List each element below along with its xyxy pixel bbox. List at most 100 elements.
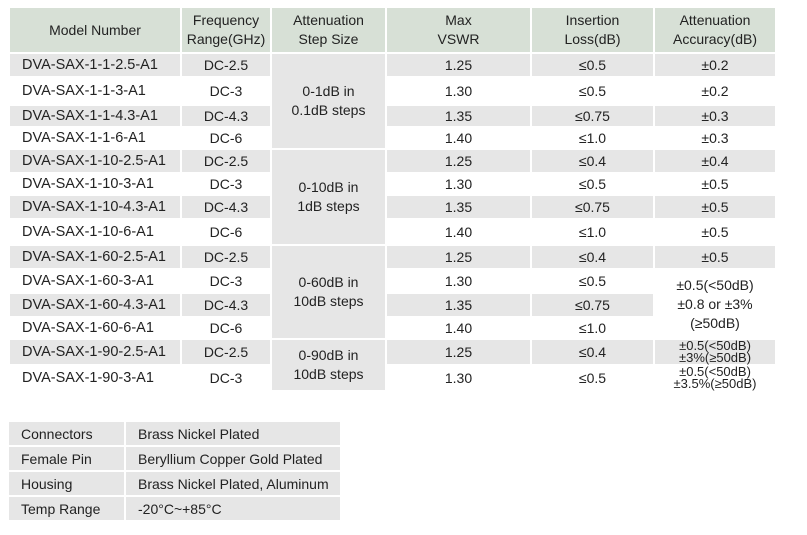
- insertion-loss: ≤0.5: [578, 370, 607, 386]
- header-row: Model Number Frequency Range(GHz) Attenua…: [10, 8, 775, 52]
- model-number: DVA-SAX-1-60-3-A1: [22, 273, 154, 289]
- insertion-loss: ≤1.0: [578, 320, 607, 336]
- max-vswr: 1.25: [387, 150, 530, 172]
- insertion-loss: ≤0.5: [578, 273, 607, 289]
- table-row: DVA-SAX-1-1-4.3-A1 DC-4.3 1.35 ≤0.75 ±0.3: [10, 106, 775, 126]
- insertion-loss: ≤1.0: [578, 224, 607, 240]
- model-number: DVA-SAX-1-1-4.3-A1: [10, 106, 180, 126]
- attenuation-accuracy: ±0.5: [655, 246, 775, 268]
- frequency-range: DC-3: [209, 83, 243, 99]
- model-number: DVA-SAX-1-10-4.3-A1: [10, 196, 180, 218]
- insertion-loss: ≤0.4: [532, 340, 653, 364]
- table-row: DVA-SAX-1-10-2.5-A1 DC-2.5 0-10dB in 1dB st…: [10, 150, 775, 244]
- max-vswr: 1.30: [444, 273, 473, 289]
- max-vswr: 1.40: [444, 320, 473, 336]
- model-number: DVA-SAX-1-1-6-A1: [22, 130, 146, 146]
- header-vswr: Max VSWR: [387, 8, 530, 52]
- attenuation-accuracy: ±0.5(<50dB) ±3.5%(≥50dB): [673, 364, 757, 391]
- insertion-loss: ≤0.5: [578, 83, 607, 99]
- material-row: Female Pin Beryllium Copper Gold Plated: [9, 447, 340, 470]
- frequency-range: DC-3: [209, 273, 243, 289]
- max-vswr: 1.30: [444, 83, 473, 99]
- material-value: Brass Nickel Plated: [126, 422, 340, 445]
- material-label: Temp Range: [9, 497, 124, 520]
- materials-table: Connectors Brass Nickel Plated Female Pin B…: [7, 420, 342, 522]
- max-vswr: 1.25: [387, 340, 530, 364]
- frequency-range: DC-6: [209, 320, 243, 336]
- material-row: Connectors Brass Nickel Plated: [9, 422, 340, 445]
- insertion-loss: ≤0.75: [532, 106, 653, 126]
- model-number: DVA-SAX-1-90-2.5-A1: [10, 340, 180, 364]
- max-vswr: 1.35: [387, 106, 530, 126]
- max-vswr: 1.35: [387, 294, 530, 316]
- specifications-table: Model Number Frequency Range(GHz) Attenua…: [8, 6, 777, 392]
- table-row: DVA-SAX-1-90-3-A1 DC-3 1.30 ≤0.5 ±0.5(<50dB)…: [10, 364, 775, 391]
- header-frequency: Frequency Range(GHz): [182, 8, 270, 52]
- step-size: 0-60dB in 10dB steps: [272, 246, 385, 338]
- header-model: Model Number: [10, 8, 180, 52]
- step-size: 0-1dB in 0.1dB steps: [272, 54, 385, 148]
- material-label: Female Pin: [9, 447, 124, 470]
- material-label: Connectors: [9, 422, 124, 445]
- frequency-range: DC-3: [209, 370, 243, 386]
- frequency-range: DC-4.3: [182, 196, 270, 218]
- attenuation-accuracy: ±0.3: [655, 106, 775, 126]
- header-accuracy: Attenuation Accuracy(dB): [655, 8, 775, 52]
- model-number: DVA-SAX-1-60-6-A1: [22, 320, 154, 336]
- table-row: DVA-SAX-1-60-4.3-A1 DC-4.3 1.35 ≤0.75: [10, 294, 775, 316]
- frequency-range: DC-4.3: [182, 106, 270, 126]
- frequency-range: DC-2.5: [182, 340, 270, 364]
- material-value: Beryllium Copper Gold Plated: [126, 447, 340, 470]
- model-number: DVA-SAX-1-1-2.5-A1: [10, 54, 180, 76]
- material-value: Brass Nickel Plated, Aluminum: [126, 472, 340, 495]
- attenuation-accuracy: ±0.2: [701, 83, 729, 99]
- frequency-range: DC-3: [209, 176, 243, 192]
- frequency-range: DC-6: [209, 224, 243, 240]
- table-row: DVA-SAX-1-10-6-A1 DC-6 1.40 ≤1.0 ±0.5: [10, 220, 775, 244]
- frequency-range: DC-2.5: [182, 54, 270, 76]
- material-row: Temp Range -20°C~+85°C: [9, 497, 340, 520]
- attenuation-accuracy: ±0.2: [655, 54, 775, 76]
- table-row: DVA-SAX-1-60-3-A1 DC-3 1.30 ≤0.5 ±0.5(<50dB)…: [10, 270, 775, 331]
- attenuation-accuracy: ±0.5: [701, 224, 729, 240]
- frequency-range: DC-2.5: [182, 150, 270, 172]
- table-row: DVA-SAX-1-1-6-A1 DC-6 1.40 ≤1.0 ±0.3: [10, 128, 775, 148]
- insertion-loss: ≤1.0: [578, 130, 607, 146]
- frequency-range: DC-4.3: [182, 294, 270, 316]
- table-row: DVA-SAX-1-1-3-A1 DC-3 1.30 ≤0.5 ±0.2: [10, 78, 775, 104]
- table-row: DVA-SAX-1-10-4.3-A1 DC-4.3 1.35 ≤0.75 ±0.5: [10, 196, 775, 218]
- max-vswr: 1.25: [387, 54, 530, 76]
- max-vswr: 1.40: [444, 224, 473, 240]
- attenuation-accuracy: ±0.5: [655, 196, 775, 218]
- attenuation-accuracy: ±0.3: [701, 130, 729, 146]
- insertion-loss: ≤0.4: [532, 246, 653, 268]
- max-vswr: 1.30: [444, 176, 473, 192]
- step-size: 0-90dB in 10dB steps: [272, 340, 385, 390]
- table-row: DVA-SAX-1-1-2.5-A1 DC-2.5 0-1dB in 0.1dB st…: [10, 54, 775, 148]
- model-number: DVA-SAX-1-90-3-A1: [22, 370, 154, 386]
- attenuation-accuracy: ±0.5(<50dB) ±3%(≥50dB): [655, 339, 775, 364]
- insertion-loss: ≤0.75: [532, 196, 653, 218]
- model-number: DVA-SAX-1-60-2.5-A1: [10, 246, 180, 268]
- material-value: -20°C~+85°C: [126, 497, 340, 520]
- insertion-loss: ≤0.5: [578, 176, 607, 192]
- attenuation-accuracy: ±0.4: [655, 150, 775, 172]
- insertion-loss: ≤0.4: [532, 150, 653, 172]
- model-number: DVA-SAX-1-1-3-A1: [22, 83, 146, 99]
- header-insertion-loss: Insertion Loss(dB): [532, 8, 653, 52]
- model-number: DVA-SAX-1-60-4.3-A1: [10, 294, 180, 316]
- max-vswr: 1.35: [387, 196, 530, 218]
- max-vswr: 1.40: [444, 130, 473, 146]
- model-number: DVA-SAX-1-10-3-A1: [22, 176, 154, 192]
- header-step-size: Attenuation Step Size: [272, 8, 385, 52]
- max-vswr: 1.25: [387, 246, 530, 268]
- table-row: DVA-SAX-1-60-2.5-A1 DC-2.5 0-60dB in 10dB s…: [10, 246, 775, 338]
- attenuation-accuracy: ±0.5(<50dB) ±0.8 or ±3% (≥50dB): [676, 276, 754, 331]
- model-number: DVA-SAX-1-10-6-A1: [22, 224, 154, 240]
- insertion-loss: ≤0.5: [532, 54, 653, 76]
- table-row: DVA-SAX-1-90-2.5-A1 DC-2.5 0-90dB in 10dB s…: [10, 339, 775, 390]
- material-label: Housing: [9, 472, 124, 495]
- max-vswr: 1.30: [444, 370, 473, 386]
- table-row: DVA-SAX-1-10-3-A1 DC-3 1.30 ≤0.5 ±0.5: [10, 174, 775, 194]
- frequency-range: DC-2.5: [182, 246, 270, 268]
